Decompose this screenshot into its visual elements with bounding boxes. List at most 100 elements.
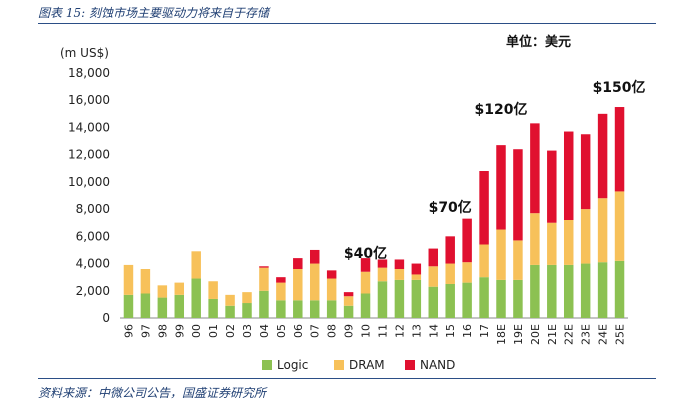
x-tick-label: 23E: [580, 324, 593, 345]
bar-dram-01: [208, 281, 218, 299]
bar-logic-04: [259, 290, 269, 318]
legend-swatch-nand: [405, 360, 415, 370]
bar-logic-06: [293, 300, 303, 318]
x-tick-label: 18E: [495, 324, 508, 345]
bar-dram-98: [157, 285, 168, 298]
x-tick-label: 14: [427, 324, 440, 338]
x-tick-label: 16: [461, 324, 474, 338]
legend-label-nand: NAND: [420, 358, 455, 372]
bar-dram-08: [326, 278, 337, 301]
bar-logic-02: [225, 305, 235, 318]
x-tick-label: 00: [190, 324, 203, 338]
x-tick-label: 97: [139, 324, 152, 338]
x-tick-label: 22E: [563, 324, 576, 345]
bar-logic-15: [445, 283, 455, 318]
annotation-label: $40亿: [344, 245, 387, 262]
bar-nand-09: [343, 292, 354, 297]
y-tick-label: 6,000: [76, 229, 110, 243]
bar-logic-09: [343, 305, 354, 318]
y-tick-label: 16,000: [68, 93, 110, 107]
bar-logic-21E: [547, 264, 557, 318]
bar-nand-19E: [513, 149, 523, 241]
bar-logic-00: [191, 278, 201, 318]
bar-dram-10: [360, 271, 371, 294]
y-tick-label: 14,000: [68, 120, 110, 134]
bar-dram-97: [140, 269, 151, 294]
legend-label-logic: Logic: [277, 358, 308, 372]
y-tick-label: 10,000: [68, 175, 110, 189]
annotation-label: $150亿: [593, 79, 646, 96]
x-tick-label: 24E: [597, 324, 610, 345]
bar-nand-17: [479, 171, 489, 245]
y-tick-label: 12,000: [68, 148, 110, 162]
x-tick-label: 21E: [546, 324, 559, 345]
annotation-label: $70亿: [429, 199, 472, 216]
bar-dram-20E: [530, 213, 540, 265]
x-tick-label: 11: [376, 324, 389, 338]
bar-logic-16: [462, 282, 472, 318]
bar-dram-12: [394, 269, 405, 280]
legend-swatch-dram: [334, 360, 344, 370]
y-tick-label: 8,000: [76, 202, 110, 216]
bar-logic-23E: [580, 263, 591, 318]
bar-logic-19E: [513, 279, 523, 318]
x-tick-label: 17: [478, 324, 491, 338]
bar-dram-04: [259, 267, 269, 291]
bar-dram-06: [293, 269, 303, 301]
bar-logic-10: [360, 293, 371, 318]
x-tick-label: 08: [326, 324, 339, 338]
bar-nand-24E: [597, 113, 608, 199]
bar-dram-99: [174, 282, 185, 295]
x-tick-label: 15: [444, 324, 457, 338]
bar-logic-24E: [597, 262, 608, 318]
bar-logic-22E: [563, 264, 574, 318]
bar-dram-07: [309, 263, 320, 301]
unit-label: (m US$): [60, 46, 109, 60]
legend: Logic DRAM NAND: [262, 358, 455, 372]
y-tick-label: 18,000: [68, 66, 110, 80]
bar-nand-08: [326, 270, 337, 279]
bar-nand-23E: [580, 134, 591, 210]
bar-nand-11: [377, 259, 388, 268]
y-axis: 0 2,000 4,000 6,000 8,000 10,000 12,000 14,000 1…: [68, 66, 628, 325]
x-tick-label: 96: [122, 324, 135, 338]
bar-dram-17: [479, 244, 489, 278]
bar-nand-06: [293, 258, 303, 269]
bar-logic-99: [174, 294, 185, 318]
bar-logic-05: [276, 300, 286, 318]
x-tick-label: 02: [224, 324, 237, 338]
y-tick-label: 4,000: [76, 257, 110, 271]
legend-swatch-logic: [262, 360, 272, 370]
x-tick-label: 19E: [512, 324, 525, 345]
x-axis: 96 97 98 99 00 01 02 03 04 05 06 07 08 09 10 11 12 13 14 15…: [122, 324, 626, 345]
y-tick-label: 2,000: [76, 284, 110, 298]
bar-logic-18E: [496, 279, 506, 318]
bar-logic-01: [208, 298, 218, 318]
bar-dram-18E: [496, 229, 506, 280]
x-tick-label: 05: [275, 324, 288, 338]
bar-dram-02: [225, 294, 235, 306]
bars: [123, 107, 625, 318]
annotations: $40亿 $70亿 $120亿 $150亿: [344, 79, 646, 262]
x-tick-label: 03: [241, 324, 254, 338]
bar-nand-15: [445, 236, 455, 264]
bar-logic-14: [428, 286, 439, 318]
bottom-rule: [38, 378, 656, 379]
bar-logic-08: [326, 300, 337, 318]
bar-dram-00: [191, 251, 201, 279]
x-tick-label: 13: [410, 324, 423, 338]
bar-dram-96: [123, 264, 134, 295]
x-tick-label: 12: [393, 324, 406, 338]
bar-logic-07: [309, 300, 320, 318]
bar-nand-20E: [530, 123, 540, 214]
legend-label-dram: DRAM: [349, 358, 385, 372]
x-tick-label: 98: [156, 324, 169, 338]
figure-title: 图表 15: 刻蚀市场主要驱动力将来自于存储: [38, 6, 269, 20]
bar-logic-25E: [614, 260, 625, 318]
x-tick-label: 09: [343, 324, 356, 338]
bar-dram-05: [276, 282, 286, 301]
bar-dram-14: [428, 266, 439, 287]
x-tick-label: 01: [207, 324, 220, 338]
bar-logic-11: [377, 281, 388, 318]
top-rule: [38, 23, 656, 24]
